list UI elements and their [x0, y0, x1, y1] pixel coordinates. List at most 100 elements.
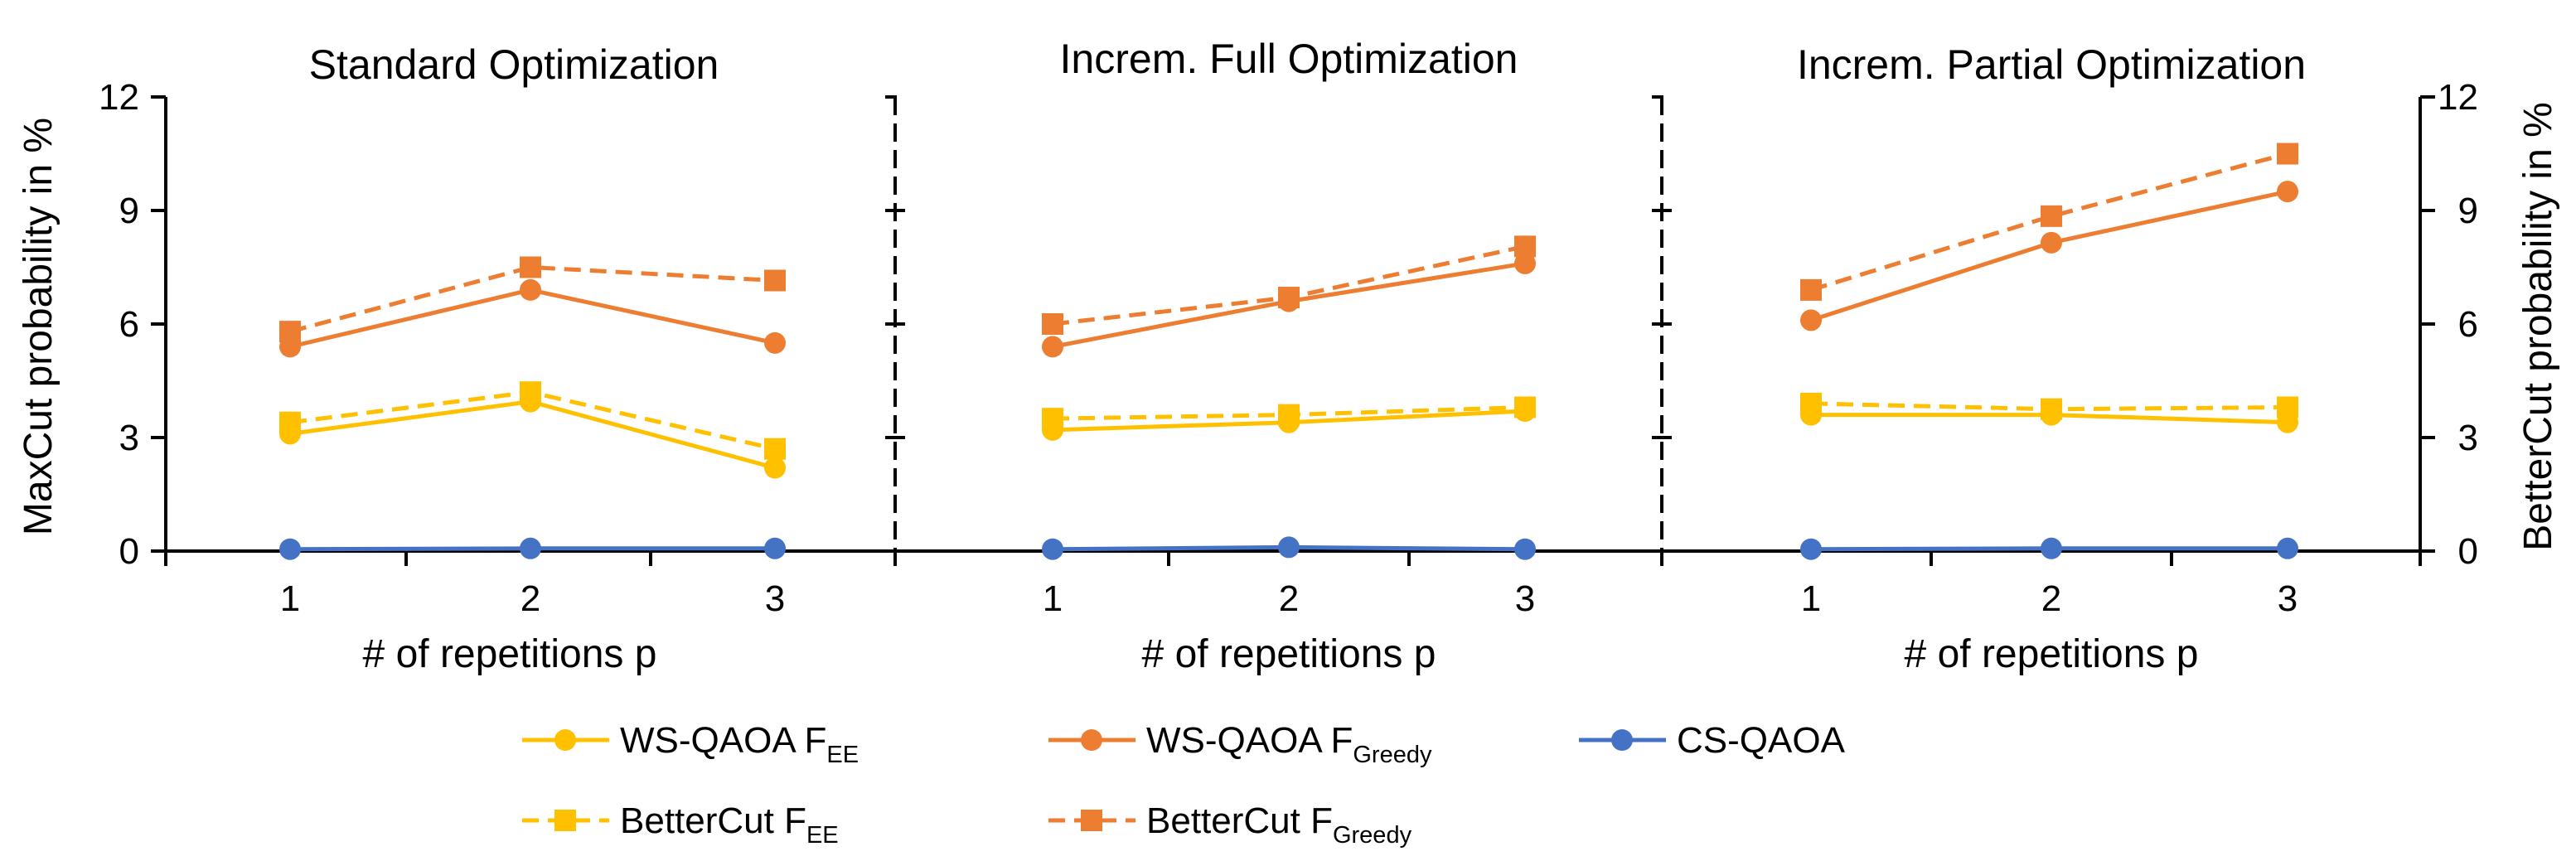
y-tick-label-right-6: 6: [2458, 304, 2478, 345]
y-axis-title-left: MaxCut probability in %: [17, 118, 61, 535]
point-bc_greedy-panel-3-p2: [2041, 205, 2062, 227]
legend-item-ws_greedy: WS-QAOA FGreedy: [1048, 720, 1432, 768]
x-tick-label-p1-1: 1: [280, 578, 300, 619]
point-ws_ee-panel-3-p3: [2277, 411, 2298, 433]
point-cs-panel-3-p3: [2277, 537, 2298, 559]
x-tick-label-p1-3: 3: [765, 578, 785, 619]
y-axis-title-right: BetterCut probability in %: [2516, 102, 2560, 551]
y-tick-label-right-9: 9: [2458, 191, 2478, 231]
legend-subscript-ws_ee: EE: [826, 742, 859, 768]
panel-divider-cap-2: [1652, 95, 1663, 109]
point-ws_greedy-panel-2-p2: [1278, 290, 1300, 312]
x-axis-title-2: # of repetitions p: [1142, 632, 1436, 676]
point-ws_ee-panel-2-p2: [1278, 411, 1300, 433]
point-ws_ee-panel-2-p1: [1042, 418, 1063, 441]
legend-marker-bc_ee: [554, 810, 576, 831]
panel-2-series: [1042, 235, 1536, 560]
legend-item-bc_ee: BetterCut FEE: [522, 801, 839, 849]
legend-marker-ws_ee: [554, 729, 576, 751]
point-ws_greedy-panel-3-p1: [1800, 309, 1822, 331]
point-cs-panel-3-p2: [2041, 537, 2062, 559]
point-ws_ee-panel-1-p3: [764, 457, 786, 479]
legend-text-ws_ee: WS-QAOA F: [620, 720, 826, 761]
point-ws_greedy-panel-3-p3: [2277, 181, 2298, 203]
y-tick-label-left-3: 3: [119, 418, 139, 458]
legend-marker-ws_greedy: [1081, 729, 1102, 751]
point-ws_ee-panel-1-p2: [520, 390, 541, 413]
point-ws_greedy-panel-1-p1: [279, 336, 301, 358]
legend-item-bc_greedy: BetterCut FGreedy: [1048, 801, 1412, 849]
y-tick-labels: 0 3 6 9 12 0 3 6 9 12: [99, 77, 2478, 572]
legend-label-bc_greedy: BetterCut FGreedy: [1146, 801, 1412, 849]
y-tick-label-right-3: 3: [2458, 418, 2478, 458]
x-tick-label-p2-2: 2: [1279, 578, 1299, 619]
legend-text-ws_greedy: WS-QAOA F: [1146, 720, 1353, 761]
point-ws_greedy-panel-2-p1: [1042, 336, 1063, 358]
panel-1-series: [279, 256, 786, 560]
axes: [151, 95, 2435, 566]
legend-text-bc_greedy: BetterCut F: [1146, 801, 1333, 841]
y-tick-label-right-12: 12: [2438, 77, 2478, 118]
line-bc_greedy-panel-3: [1810, 152, 2288, 293]
y-tick-label-left-0: 0: [119, 531, 139, 572]
point-cs-panel-1-p2: [520, 537, 541, 559]
point-cs-panel-3-p1: [1800, 538, 1822, 560]
x-tick-label-p1-2: 2: [521, 578, 540, 619]
point-cs-panel-2-p1: [1042, 538, 1063, 560]
legend-label-ws_greedy: WS-QAOA FGreedy: [1146, 720, 1432, 768]
point-ws_greedy-panel-3-p2: [2041, 231, 2062, 254]
point-cs-panel-1-p3: [764, 537, 786, 559]
point-ws_ee-panel-1-p1: [279, 423, 301, 445]
legend-label-ws_ee: WS-QAOA FEE: [620, 720, 859, 768]
point-bc_greedy-panel-1-p2: [520, 256, 541, 278]
point-ws_greedy-panel-2-p3: [1514, 252, 1536, 274]
point-cs-panel-1-p1: [279, 538, 301, 560]
x-axis-title-1: # of repetitions p: [363, 632, 657, 676]
y-tick-label-right-0: 0: [2458, 531, 2478, 572]
panel-title-standard: Standard Optimization: [309, 41, 719, 88]
legend: WS-QAOA FEE WS-QAOA FGreedy CS-QAOABetterC…: [522, 720, 1846, 849]
legend-item-cs: CS-QAOA: [1579, 720, 1846, 761]
point-bc_greedy-panel-3-p1: [1800, 278, 1822, 301]
point-bc_greedy-panel-2-p1: [1042, 313, 1063, 335]
line-bc_greedy-panel-1: [289, 265, 776, 334]
legend-subscript-bc_ee: EE: [806, 822, 839, 849]
series-layer: [279, 143, 2298, 560]
legend-subscript-ws_greedy: Greedy: [1353, 742, 1432, 768]
point-bc_greedy-panel-1-p3: [764, 269, 786, 292]
point-ws_ee-panel-3-p2: [2041, 404, 2062, 426]
point-ws_ee-panel-2-p3: [1514, 400, 1536, 423]
panel-title-full: Increm. Full Optimization: [1060, 36, 1518, 82]
x-tick-label-p3-1: 1: [1801, 578, 1821, 619]
point-bc_greedy-panel-3-p3: [2277, 143, 2298, 165]
x-tick-label-p2-3: 3: [1515, 578, 1535, 619]
legend-subscript-bc_greedy: Greedy: [1333, 822, 1412, 849]
legend-text-bc_ee: BetterCut F: [620, 801, 806, 841]
legend-marker-bc_greedy: [1081, 810, 1102, 831]
point-ws_greedy-panel-1-p2: [520, 278, 541, 301]
y-tick-label-left-6: 6: [119, 304, 139, 345]
panel-titles: Standard Optimization Increm. Full Optim…: [309, 36, 2306, 88]
legend-label-bc_ee: BetterCut FEE: [620, 801, 839, 849]
legend-item-ws_ee: WS-QAOA FEE: [522, 720, 859, 768]
x-tick-label-p2-1: 1: [1043, 578, 1063, 619]
legend-marker-cs: [1611, 729, 1633, 751]
panel-divider-cap-1: [885, 95, 897, 109]
x-axis-title-3: # of repetitions p: [1905, 632, 2199, 676]
panel-3-series: [1800, 143, 2298, 560]
legend-text-cs: CS-QAOA: [1677, 720, 1846, 761]
point-cs-panel-2-p3: [1514, 538, 1536, 560]
point-ws_greedy-panel-1-p3: [764, 331, 786, 354]
y-tick-label-left-12: 12: [99, 77, 139, 118]
point-ws_ee-panel-3-p1: [1800, 404, 1822, 426]
x-tick-labels: 1 2 3 1 2 3 1 2 3: [280, 578, 2298, 619]
x-tick-label-p3-3: 3: [2278, 578, 2298, 619]
point-cs-panel-2-p2: [1278, 536, 1300, 559]
legend-label-cs: CS-QAOA: [1677, 720, 1846, 761]
x-tick-label-p3-2: 2: [2041, 578, 2061, 619]
line-bc_greedy-panel-2: [1052, 244, 1526, 327]
panel-title-partial: Increm. Partial Optimization: [1797, 41, 2306, 88]
y-tick-label-left-9: 9: [119, 191, 139, 231]
point-bc_ee-panel-1-p3: [764, 438, 786, 460]
